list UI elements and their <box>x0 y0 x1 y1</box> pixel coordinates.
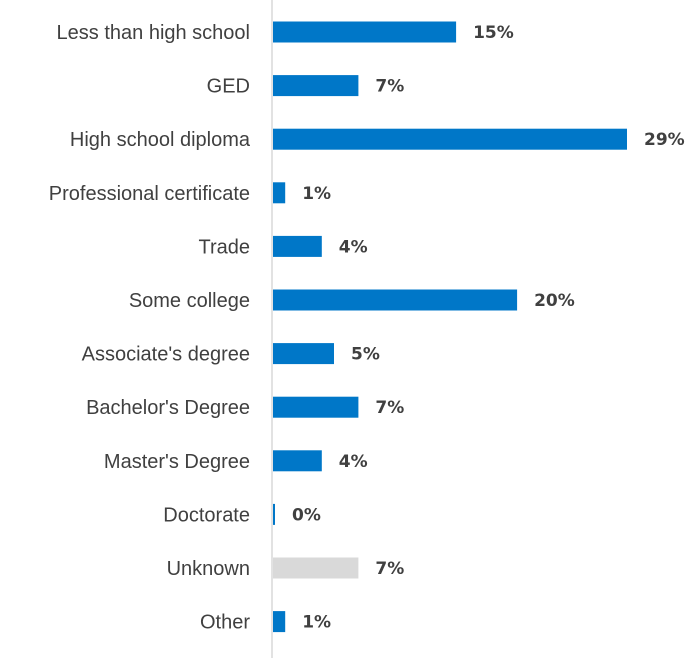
category-label: Associate's degree <box>82 344 250 366</box>
bar <box>273 235 322 257</box>
category-label: Less than high school <box>57 22 250 44</box>
bar <box>273 450 322 472</box>
value-label: 1% <box>302 184 331 204</box>
bars-layer <box>273 21 627 633</box>
bar <box>273 128 627 150</box>
category-label: Doctorate <box>163 504 250 526</box>
labels-layer: Less than high school 15% GED 7% High school… <box>49 22 685 634</box>
category-label: Professional certificate <box>49 183 250 205</box>
value-label: 7% <box>375 559 404 579</box>
bar <box>273 396 359 418</box>
value-label: 29% <box>644 130 685 150</box>
value-label: 7% <box>375 398 404 418</box>
category-label: Bachelor's Degree <box>86 397 250 419</box>
value-label: 7% <box>375 77 404 97</box>
category-label: Other <box>200 612 250 634</box>
category-label: Some college <box>129 290 250 312</box>
bar <box>273 289 518 311</box>
category-label: Unknown <box>167 558 250 580</box>
value-label: 15% <box>473 23 514 43</box>
bar <box>273 557 359 579</box>
value-label: 0% <box>292 505 321 525</box>
bar <box>273 21 457 43</box>
category-label: High school diploma <box>70 129 251 151</box>
bar <box>273 182 286 204</box>
value-label: 4% <box>339 237 368 257</box>
bar <box>273 75 359 97</box>
value-label: 5% <box>351 345 380 365</box>
value-label: 20% <box>534 291 575 311</box>
category-label: Master's Degree <box>104 451 250 473</box>
category-label: GED <box>207 76 250 98</box>
bar <box>273 611 286 633</box>
bar <box>273 503 275 525</box>
bar <box>273 343 334 365</box>
value-label: 1% <box>302 613 331 633</box>
category-label: Trade <box>198 236 250 258</box>
value-label: 4% <box>339 452 368 472</box>
